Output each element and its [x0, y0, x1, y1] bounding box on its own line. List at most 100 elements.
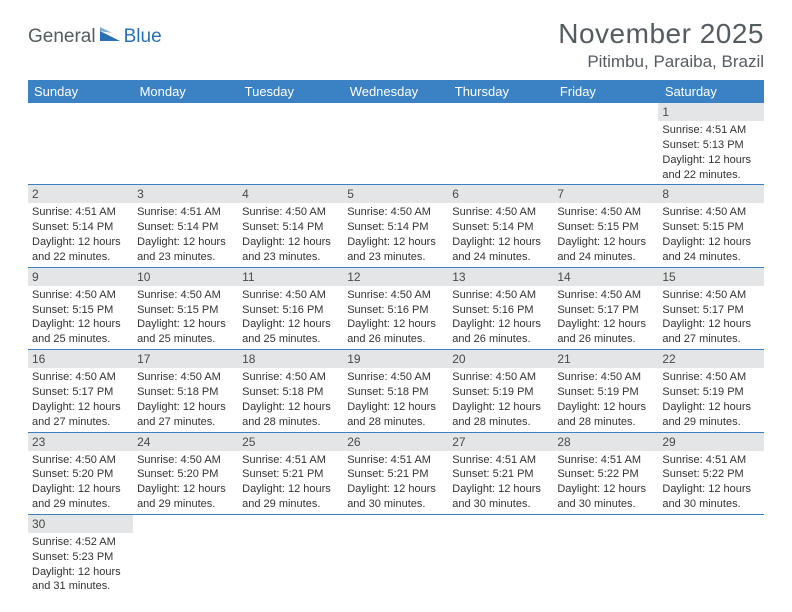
calendar-day-cell [448, 514, 553, 596]
sunset-line: Sunset: 5:16 PM [452, 303, 549, 318]
sunset-line: Sunset: 5:13 PM [662, 138, 759, 153]
calendar-day-cell: 8Sunrise: 4:50 AMSunset: 5:15 PMDaylight… [658, 185, 763, 267]
daylight-line: Daylight: 12 hours and 24 minutes. [452, 235, 549, 265]
sunrise-line: Sunrise: 4:50 AM [452, 370, 549, 385]
calendar-day-cell: 26 Sunrise: 4:51 AMSunset: 5:21 PMDayligh… [343, 432, 448, 514]
day-details: Sunrise: 4:50 AMSunset: 5:15 PMDaylight:… [553, 205, 658, 266]
calendar-day-cell: 29Sunrise: 4:51 AMSunset: 5:22 PMDayligh… [658, 432, 763, 514]
sunrise-line: Sunrise: 4:50 AM [137, 288, 234, 303]
sunrise-line: Sunrise: 4:50 AM [32, 288, 129, 303]
day-number: 11 [238, 268, 343, 286]
day-number: 25 [238, 433, 343, 451]
day-details: Sunrise: 4:51 AMSunset: 5:14 PMDaylight:… [28, 205, 133, 266]
daylight-line: Daylight: 12 hours and 30 minutes. [662, 482, 759, 512]
sunset-line: Sunset: 5:20 PM [32, 467, 129, 482]
sunrise-line: Sunrise: 4:50 AM [347, 370, 444, 385]
sunrise-line: Sunrise: 4:50 AM [32, 453, 129, 468]
calendar-day-cell: 24Sunrise: 4:50 AMSunset: 5:20 PMDayligh… [133, 432, 238, 514]
sunset-line: Sunset: 5:16 PM [242, 303, 339, 318]
sunrise-line: Sunrise: 4:50 AM [242, 370, 339, 385]
sunset-line: Sunset: 5:19 PM [557, 385, 654, 400]
logo-text-general: General [28, 26, 96, 48]
sunrise-line: Sunrise: 4:51 AM [32, 205, 129, 220]
calendar-day-cell: 7Sunrise: 4:50 AMSunset: 5:15 PMDaylight… [553, 185, 658, 267]
sunset-line: Sunset: 5:18 PM [347, 385, 444, 400]
day-number: 21 [553, 350, 658, 368]
calendar-day-cell [238, 103, 343, 185]
daylight-line: Daylight: 12 hours and 24 minutes. [557, 235, 654, 265]
sunset-line: Sunset: 5:14 PM [347, 220, 444, 235]
calendar-day-cell: 4Sunrise: 4:50 AMSunset: 5:14 PMDaylight… [238, 185, 343, 267]
sunset-line: Sunset: 5:15 PM [662, 220, 759, 235]
calendar-day-cell: 13Sunrise: 4:50 AMSunset: 5:16 PMDayligh… [448, 267, 553, 349]
daylight-line: Daylight: 12 hours and 26 minutes. [452, 317, 549, 347]
day-number: 20 [448, 350, 553, 368]
daylight-line: Daylight: 12 hours and 25 minutes. [32, 317, 129, 347]
calendar-day-cell: 30Sunrise: 4:52 AMSunset: 5:23 PMDayligh… [28, 514, 133, 596]
calendar-day-cell: 18Sunrise: 4:50 AMSunset: 5:18 PMDayligh… [238, 350, 343, 432]
calendar-day-cell: 20 Sunrise: 4:50 AMSunset: 5:19 PMDayligh… [448, 350, 553, 432]
daylight-line: Daylight: 12 hours and 30 minutes. [557, 482, 654, 512]
calendar-day-cell: 5Sunrise: 4:50 AMSunset: 5:14 PMDaylight… [343, 185, 448, 267]
weekday-header: Friday [553, 80, 658, 103]
sunset-line: Sunset: 5:17 PM [662, 303, 759, 318]
daylight-line: Daylight: 12 hours and 25 minutes. [137, 317, 234, 347]
sunset-line: Sunset: 5:18 PM [137, 385, 234, 400]
daylight-line: Daylight: 12 hours and 27 minutes. [662, 317, 759, 347]
calendar-body: 1Sunrise: 4:51 AMSunset: 5:13 PMDaylight… [28, 103, 764, 596]
day-details: Sunrise: 4:50 AMSunset: 5:18 PMDaylight:… [238, 370, 343, 431]
day-details: Sunrise: 4:51 AMSunset: 5:21 PMDaylight:… [448, 453, 553, 514]
daylight-line: Daylight: 12 hours and 28 minutes. [452, 400, 549, 430]
calendar-day-cell: 17Sunrise: 4:50 AMSunset: 5:18 PMDayligh… [133, 350, 238, 432]
day-details: Sunrise: 4:51 AMSunset: 5:13 PMDaylight:… [658, 123, 763, 184]
day-number: 9 [28, 268, 133, 286]
day-number: 26 [343, 433, 448, 451]
sunset-line: Sunset: 5:21 PM [347, 467, 444, 482]
day-details: Sunrise: 4:50 AMSunset: 5:19 PMDaylight:… [658, 370, 763, 431]
sunrise-line: Sunrise: 4:51 AM [452, 453, 549, 468]
sunset-line: Sunset: 5:19 PM [452, 385, 549, 400]
sunset-line: Sunset: 5:17 PM [557, 303, 654, 318]
daylight-line: Daylight: 12 hours and 28 minutes. [557, 400, 654, 430]
day-details: Sunrise: 4:50 AMSunset: 5:17 PMDaylight:… [553, 288, 658, 349]
day-number: 6 [448, 185, 553, 203]
calendar-day-cell: 10Sunrise: 4:50 AMSunset: 5:15 PMDayligh… [133, 267, 238, 349]
location-subtitle: Pitimbu, Paraiba, Brazil [558, 52, 764, 72]
calendar-day-cell: 27Sunrise: 4:51 AMSunset: 5:21 PMDayligh… [448, 432, 553, 514]
daylight-line: Daylight: 12 hours and 23 minutes. [242, 235, 339, 265]
calendar-week-row: 2Sunrise: 4:51 AMSunset: 5:14 PMDaylight… [28, 185, 764, 267]
calendar-day-cell [133, 514, 238, 596]
day-details: Sunrise: 4:50 AMSunset: 5:19 PMDaylight:… [448, 370, 553, 431]
sunrise-line: Sunrise: 4:50 AM [557, 288, 654, 303]
daylight-line: Daylight: 12 hours and 30 minutes. [347, 482, 444, 512]
day-number: 14 [553, 268, 658, 286]
day-details: Sunrise: 4:50 AMSunset: 5:14 PMDaylight:… [238, 205, 343, 266]
day-number: 2 [28, 185, 133, 203]
calendar-week-row: 16Sunrise: 4:50 AMSunset: 5:17 PMDayligh… [28, 350, 764, 432]
day-details: Sunrise: 4:50 AMSunset: 5:18 PMDaylight:… [343, 370, 448, 431]
calendar-day-cell: 9 Sunrise: 4:50 AMSunset: 5:15 PMDaylight… [28, 267, 133, 349]
weekday-header: Sunday [28, 80, 133, 103]
daylight-line: Daylight: 12 hours and 22 minutes. [662, 153, 759, 183]
weekday-header: Thursday [448, 80, 553, 103]
calendar-day-cell: 6Sunrise: 4:50 AMSunset: 5:14 PMDaylight… [448, 185, 553, 267]
calendar-week-row: 1Sunrise: 4:51 AMSunset: 5:13 PMDaylight… [28, 103, 764, 185]
calendar-day-cell [658, 514, 763, 596]
calendar-table: SundayMondayTuesdayWednesdayThursdayFrid… [28, 80, 764, 596]
day-details: Sunrise: 4:51 AMSunset: 5:22 PMDaylight:… [658, 453, 763, 514]
calendar-day-cell [343, 514, 448, 596]
daylight-line: Daylight: 12 hours and 24 minutes. [662, 235, 759, 265]
sunset-line: Sunset: 5:14 PM [32, 220, 129, 235]
calendar-day-cell: 19Sunrise: 4:50 AMSunset: 5:18 PMDayligh… [343, 350, 448, 432]
day-details: Sunrise: 4:50 AMSunset: 5:15 PMDaylight:… [133, 288, 238, 349]
day-number: 28 [553, 433, 658, 451]
day-details: Sunrise: 4:50 AMSunset: 5:16 PMDaylight:… [238, 288, 343, 349]
sunrise-line: Sunrise: 4:50 AM [662, 205, 759, 220]
day-details: Sunrise: 4:50 AMSunset: 5:15 PMDaylight:… [28, 288, 133, 349]
sunrise-line: Sunrise: 4:51 AM [347, 453, 444, 468]
day-number: 15 [658, 268, 763, 286]
sunrise-line: Sunrise: 4:51 AM [662, 123, 759, 138]
daylight-line: Daylight: 12 hours and 28 minutes. [242, 400, 339, 430]
daylight-line: Daylight: 12 hours and 26 minutes. [347, 317, 444, 347]
daylight-line: Daylight: 12 hours and 27 minutes. [137, 400, 234, 430]
